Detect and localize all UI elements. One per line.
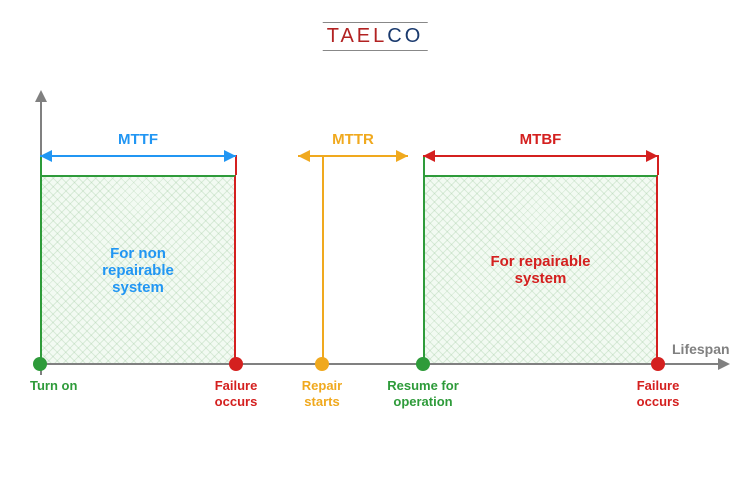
span-mttf-arrowhead-right-icon xyxy=(224,150,236,162)
span-mttr-arrow xyxy=(298,155,408,157)
ev-turn-on-dot xyxy=(33,357,47,371)
logo: TAELCO xyxy=(323,22,428,51)
logo-part2: CO xyxy=(387,25,423,47)
ev-resume-dot xyxy=(416,357,430,371)
ev-resume-label: Resume for operation xyxy=(377,378,469,411)
ev-failure-1-dot xyxy=(229,357,243,371)
ev-failure-1-label: Failure occurs xyxy=(204,378,268,411)
ev-repair-dot xyxy=(315,357,329,371)
y-axis-arrow-icon xyxy=(35,90,47,102)
ev-failure-2-dot xyxy=(651,357,665,371)
span-mttf-label: MTTF xyxy=(108,131,168,148)
ev-turn-on-label: Turn on xyxy=(30,378,100,394)
x-axis-arrow-icon xyxy=(718,358,730,370)
span-mttf-arrow xyxy=(40,155,236,157)
block-repairable: For repairable system xyxy=(423,175,658,363)
ev-failure-2-label: Failure occurs xyxy=(626,378,690,411)
span-mttr-label: MTTR xyxy=(323,131,383,148)
logo-part1: TAEL xyxy=(327,25,388,47)
x-axis xyxy=(40,363,722,365)
span-mtbf-arrow xyxy=(423,155,658,157)
reliability-timeline-chart: Lifespan For non repairable system For re… xyxy=(18,95,732,415)
span-mttr-arrowhead-left-icon xyxy=(298,150,310,162)
x-axis-label: Lifespan xyxy=(672,341,730,357)
block-nonrepairable: For non repairable system xyxy=(40,175,236,363)
vline-repair xyxy=(322,155,324,363)
span-mttf-arrowhead-left-icon xyxy=(40,150,52,162)
span-mtbf-label: MTBF xyxy=(511,131,571,148)
span-mtbf-arrowhead-left-icon xyxy=(423,150,435,162)
span-mttr-arrowhead-right-icon xyxy=(396,150,408,162)
ev-repair-label: Repair starts xyxy=(294,378,350,411)
span-mtbf-arrowhead-right-icon xyxy=(646,150,658,162)
